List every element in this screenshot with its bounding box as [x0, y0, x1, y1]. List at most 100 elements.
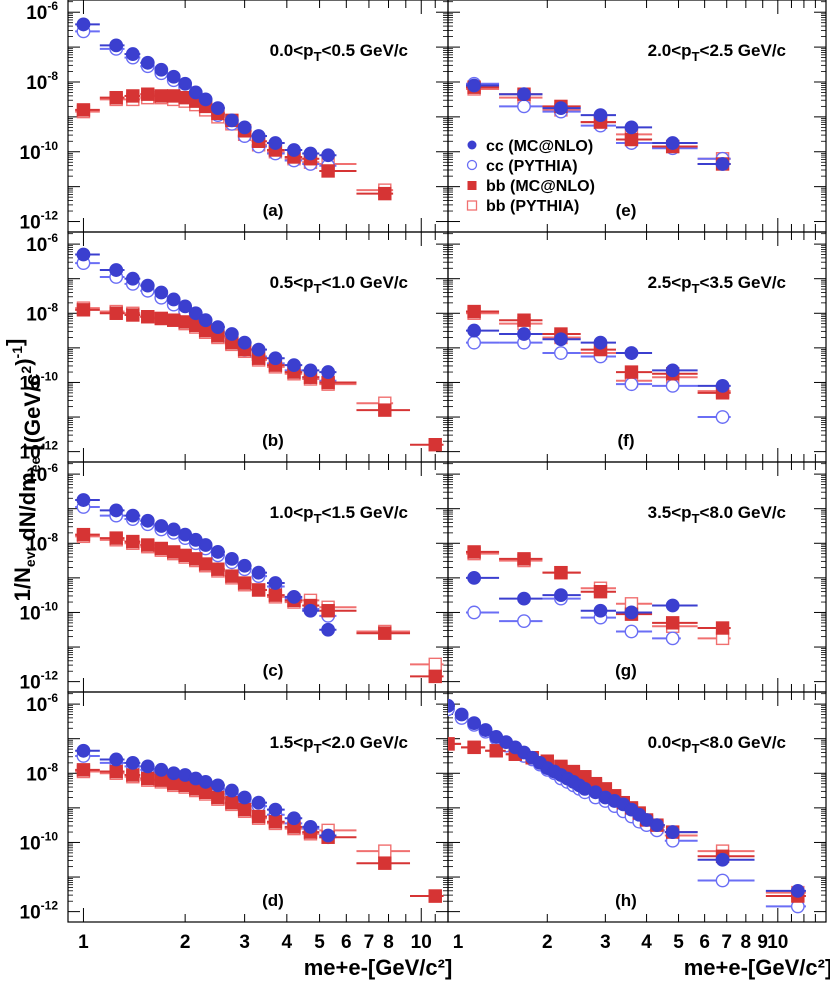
point-bbmcnlo — [715, 621, 730, 635]
y-tick-label: 10-10 — [20, 599, 59, 624]
point-ccmcnlo — [154, 762, 169, 777]
point-ccmcnlo — [210, 778, 225, 793]
point-ccmcnlo — [554, 101, 568, 116]
point-ccpythia — [665, 631, 680, 646]
point-ccmcnlo — [251, 795, 266, 810]
point-bbmcnlo — [225, 569, 239, 583]
point-ccmcnlo — [188, 306, 203, 321]
y-tick-label: 10-8 — [26, 69, 58, 94]
point-ccmcnlo — [76, 247, 91, 262]
point-bbmcnlo — [76, 527, 91, 542]
panel-title: 2.0<pT<2.5 GeV/c — [648, 41, 786, 64]
point-bbmcnlo — [126, 89, 140, 103]
panel-b: 10-6 10-8 10-10 10-12 0.5<pT<1.0 GeV/c (b) — [20, 231, 449, 464]
point-ccmcnlo — [790, 883, 805, 898]
point-bbmcnlo — [76, 303, 91, 317]
point-bbmcnlo — [154, 541, 169, 556]
point-bbmcnlo — [76, 763, 91, 777]
legend-marker-bb-mcnlo — [467, 181, 477, 190]
point-ccmcnlo — [321, 622, 336, 637]
point-ccmcnlo — [140, 55, 155, 70]
point-bbmcnlo — [141, 771, 155, 786]
point-ccmcnlo — [109, 503, 124, 518]
point-ccmcnlo — [210, 101, 225, 116]
point-ccmcnlo — [287, 589, 301, 604]
point-bbmcnlo — [109, 306, 123, 320]
x-axis-label-left: me+e-[GeV/c²] — [304, 955, 453, 980]
point-ccmcnlo — [188, 85, 203, 100]
point-ccmcnlo — [125, 271, 140, 286]
point-ccmcnlo — [715, 379, 730, 393]
point-ccmcnlo — [237, 558, 252, 573]
legend: cc (MC@NLO) cc (PYTHIA) bb (MC@NLO) bb (… — [466, 138, 595, 215]
point-bbmcnlo — [251, 809, 266, 824]
point-bbmcnlo — [489, 744, 503, 758]
panel-f: 2.5<pT<3.5 GeV/c (f) — [447, 231, 827, 463]
point-bbmcnlo — [428, 438, 442, 452]
point-ccmcnlo — [321, 828, 336, 843]
point-bbmcnlo — [126, 308, 140, 322]
point-bbmcnlo — [141, 538, 155, 552]
point-ccmcnlo — [178, 299, 193, 314]
panel-title: 3.5<pT<8.0 GeV/c — [648, 503, 786, 526]
y-tick-label: 10-12 — [20, 669, 59, 694]
point-bbmcnlo — [378, 403, 392, 417]
panel-title: 1.0<pT<1.5 GeV/c — [270, 503, 408, 526]
y-tick-label: 10-10 — [20, 139, 59, 164]
point-ccpythia — [554, 346, 568, 360]
point-ccmcnlo — [125, 756, 140, 770]
point-ccmcnlo — [237, 790, 252, 805]
point-ccmcnlo — [665, 136, 680, 150]
x-tick-label-right: 2 — [542, 932, 553, 953]
point-bbmcnlo — [624, 365, 639, 379]
point-bbmcnlo — [378, 626, 392, 640]
data-layer — [465, 76, 731, 171]
point-ccmcnlo — [593, 108, 608, 123]
point-ccpythia — [517, 99, 531, 114]
point-bbmcnlo — [467, 740, 481, 755]
x-tick-label-right: 9 — [757, 932, 768, 953]
point-ccmcnlo — [237, 335, 252, 350]
x-tick-label-right: 6 — [699, 932, 710, 953]
y-tick-label: 10-6 — [26, 231, 58, 256]
point-ccmcnlo — [237, 120, 252, 135]
point-bbmcnlo — [467, 545, 481, 559]
point-ccmcnlo — [303, 146, 318, 161]
point-bbmcnlo — [321, 164, 335, 178]
point-ccmcnlo — [287, 811, 301, 826]
x-tick-label-right: 1 — [453, 932, 464, 953]
point-ccmcnlo — [624, 120, 639, 135]
point-ccmcnlo — [198, 92, 213, 107]
point-ccmcnlo — [224, 327, 239, 341]
point-bbmcnlo — [517, 552, 531, 566]
point-bbmcnlo — [517, 313, 531, 327]
point-ccpythia — [665, 379, 680, 393]
point-bbpythia — [378, 844, 392, 858]
panel-d: 10-6 10-8 10-10 10-12 1.5<pT<2.0 GeV/c (d) — [20, 691, 449, 924]
panel-frame — [447, 461, 827, 693]
point-ccmcnlo — [210, 320, 225, 335]
point-ccpythia — [467, 335, 482, 350]
point-ccpythia — [467, 605, 482, 620]
point-ccpythia — [715, 410, 730, 424]
data-layer — [465, 304, 731, 424]
x-tick-label-right: 3 — [600, 932, 611, 953]
point-ccmcnlo — [467, 78, 482, 93]
panel-label: (h) — [615, 891, 637, 910]
panel-label: (g) — [615, 661, 637, 680]
point-ccmcnlo — [166, 766, 181, 781]
point-bbmcnlo — [268, 814, 283, 829]
point-ccmcnlo — [140, 513, 155, 528]
y-tick-label: 10-6 — [26, 691, 58, 716]
point-bbmcnlo — [154, 89, 169, 103]
point-bbmcnlo — [109, 90, 123, 105]
point-ccmcnlo — [303, 819, 318, 834]
y-tick-label: 10-6 — [26, 461, 58, 486]
y-tick-label: 10-12 — [20, 209, 59, 234]
point-ccmcnlo — [321, 148, 336, 163]
point-bbmcnlo — [378, 186, 392, 201]
point-bbmcnlo — [268, 588, 283, 602]
x-axis-label-right: me+e-[GeV/c²] — [684, 955, 830, 980]
point-ccmcnlo — [303, 363, 318, 378]
y-tick-label: 10-8 — [26, 760, 58, 785]
